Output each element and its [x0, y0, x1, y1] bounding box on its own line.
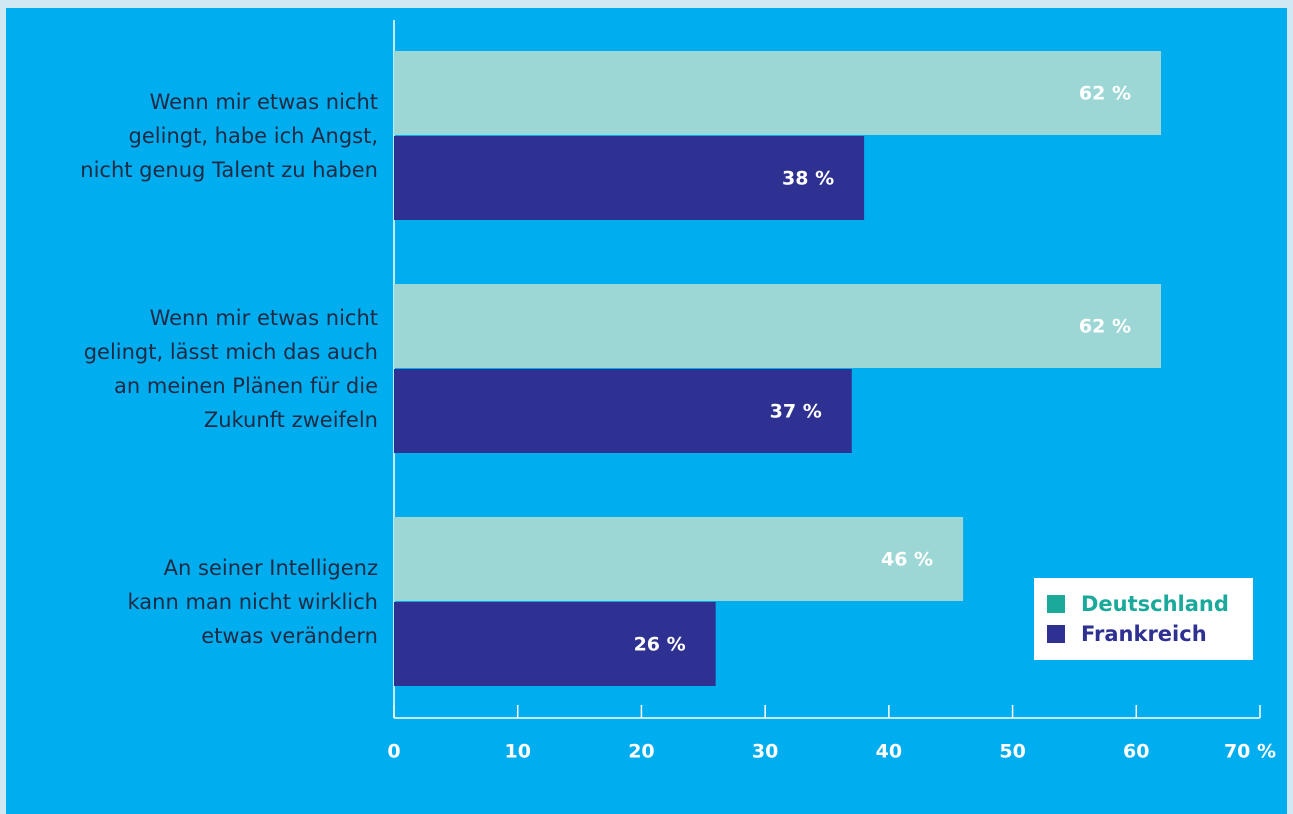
value-label: 37 %: [770, 401, 822, 423]
legend-label: Frankreich: [1081, 622, 1207, 646]
value-label: 38 %: [782, 168, 834, 190]
value-label: 26 %: [634, 634, 686, 656]
x-tick-label: 20: [628, 741, 654, 763]
x-tick-label: 40: [876, 741, 902, 763]
bar: [394, 369, 852, 453]
x-tick-label: 50: [999, 741, 1025, 763]
category-label: Wenn mir etwas nicht gelingt, lässt mich…: [83, 306, 378, 432]
legend-label: Deutschland: [1081, 592, 1229, 616]
category-label: Wenn mir etwas nicht gelingt, habe ich A…: [80, 90, 378, 182]
legend-swatch: [1047, 595, 1065, 613]
x-tick-label: 30: [752, 741, 778, 763]
value-label: 46 %: [881, 549, 933, 571]
value-label: 62 %: [1079, 83, 1131, 105]
category-label: An seiner Intelligenz kann man nicht wir…: [127, 556, 378, 648]
bar: [394, 602, 716, 686]
x-tick-label: 10: [504, 741, 530, 763]
bar: [394, 517, 964, 601]
legend-box: [1034, 578, 1253, 660]
x-tick-label: 60: [1123, 741, 1149, 763]
bar: [394, 136, 865, 220]
legend-swatch: [1047, 625, 1065, 643]
x-tick-label: 70 %: [1224, 741, 1276, 763]
bar: [394, 51, 1162, 135]
value-label: 62 %: [1079, 316, 1131, 338]
x-tick-label: 0: [387, 741, 400, 763]
bar: [394, 284, 1162, 368]
